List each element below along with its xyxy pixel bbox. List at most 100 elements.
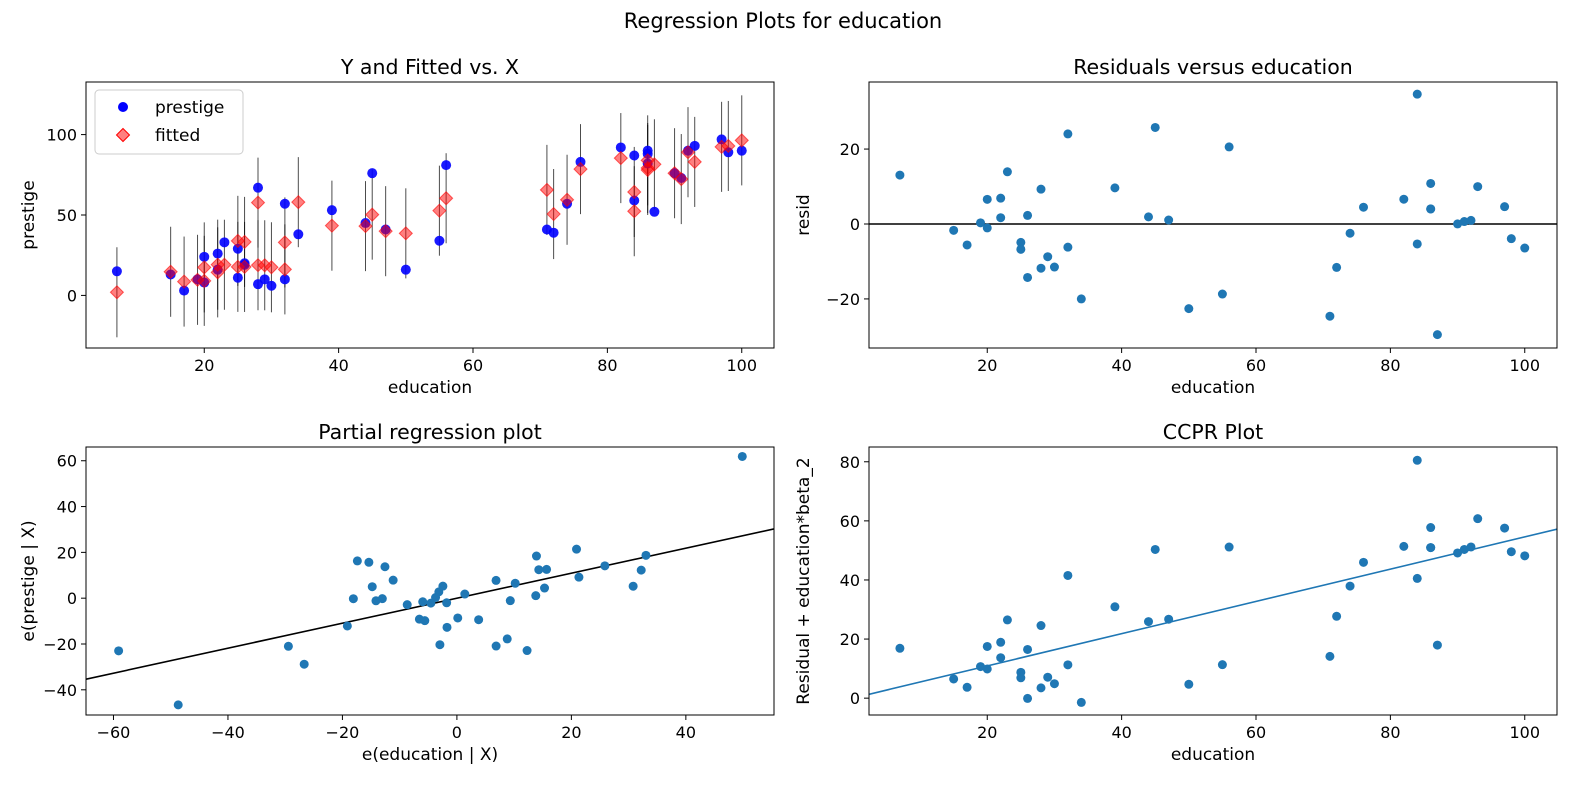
x-tick-label: 40 (676, 723, 696, 742)
data-point (442, 622, 452, 632)
data-point (1144, 617, 1153, 627)
data-point (1332, 611, 1342, 621)
fitted-point (378, 223, 393, 239)
axes-title: CCPR Plot (1163, 420, 1263, 444)
data-point (1432, 640, 1442, 650)
y-axis-label: prestige (19, 180, 39, 249)
data-point (962, 240, 972, 250)
fitted-point (237, 234, 252, 250)
data-point (502, 634, 512, 644)
fitted-point (197, 273, 212, 289)
data-point (1332, 262, 1342, 272)
data-point (982, 664, 992, 674)
y-tick-label: 80 (840, 453, 860, 472)
y-tick-label: −20 (43, 635, 77, 654)
data-point (982, 194, 992, 204)
data-point (949, 225, 959, 235)
data-point (1217, 289, 1227, 299)
data-point (380, 562, 390, 572)
fitted-point (674, 171, 689, 187)
prestige-point (212, 248, 223, 259)
data-point (1345, 581, 1355, 591)
axes-frame (868, 81, 1558, 349)
data-point (1063, 660, 1073, 670)
legend-fitted-marker (115, 127, 131, 143)
data-point (173, 700, 183, 710)
data-point (367, 582, 377, 592)
y-tick-label: 60 (840, 512, 860, 531)
fitted-point (109, 285, 125, 300)
data-point (574, 572, 584, 582)
fitted-point (264, 260, 279, 275)
x-tick-label: −60 (97, 723, 131, 742)
data-point (628, 581, 638, 591)
prestige-point (689, 140, 700, 151)
axes-title: Residuals versus education (1073, 55, 1353, 79)
data-point (1432, 330, 1442, 340)
prestige-point (716, 134, 727, 145)
data-point (1164, 614, 1174, 624)
prestige-point (219, 237, 230, 248)
x-tick-label: 0 (452, 723, 462, 742)
axes-title: Partial regression plot (318, 420, 542, 444)
data-point (418, 597, 428, 607)
data-point (1110, 183, 1120, 193)
data-point (1016, 244, 1026, 254)
x-tick-label: 60 (1246, 356, 1266, 375)
data-point (1412, 239, 1422, 249)
axes-frame (868, 446, 1558, 716)
data-point (352, 556, 362, 566)
data-point (895, 643, 905, 653)
data-point (1412, 89, 1422, 99)
prestige-point (367, 168, 378, 179)
fitted-point (365, 207, 380, 222)
fitted-point (734, 133, 749, 148)
data-point (1412, 573, 1422, 583)
plot-area (869, 89, 1557, 340)
axes-frame (85, 446, 775, 716)
data-point (1500, 202, 1510, 212)
data-point (962, 682, 972, 692)
data-point (1036, 683, 1046, 693)
prestige-point (649, 206, 660, 217)
data-point (1049, 262, 1059, 272)
prestige-point (736, 145, 747, 156)
data-point (1144, 212, 1153, 222)
x-tick-label: 20 (194, 356, 214, 375)
legend-fitted-label: fitted (155, 126, 200, 146)
data-point (431, 593, 441, 603)
fitted-point (277, 235, 293, 250)
data-point (1063, 129, 1073, 139)
data-point (1473, 182, 1483, 192)
data-point (572, 544, 582, 554)
fitted-point (358, 218, 373, 234)
y-tick-label: −20 (826, 290, 860, 309)
fitted-point (680, 144, 696, 160)
prestige-point (400, 264, 411, 275)
axes-title: Y and Fitted vs. X (340, 55, 519, 79)
data-point (1023, 272, 1033, 282)
prestige-point (541, 224, 552, 235)
fitted-point (398, 226, 414, 241)
data-point (114, 646, 124, 656)
x-tick-label: 60 (463, 356, 483, 375)
fitted-point (250, 195, 266, 210)
prestige-point (441, 160, 452, 171)
x-axis-label: education (388, 378, 472, 398)
data-point (1043, 252, 1053, 262)
data-point (1426, 178, 1436, 188)
data-point (1459, 544, 1469, 554)
data-point (299, 659, 309, 669)
x-axis-label: e(education | X) (362, 745, 498, 765)
data-point (442, 598, 452, 608)
data-point (996, 213, 1006, 223)
data-point (1063, 570, 1073, 580)
prestige-point (326, 205, 337, 216)
data-point (996, 653, 1006, 663)
fitted-point (163, 264, 178, 279)
figure-suptitle: Regression Plots for education (624, 9, 943, 33)
x-tick-label: 100 (726, 356, 757, 375)
y-tick-label: 40 (840, 571, 860, 590)
x-tick-label: 40 (1111, 723, 1131, 742)
x-tick-label: 20 (561, 723, 581, 742)
